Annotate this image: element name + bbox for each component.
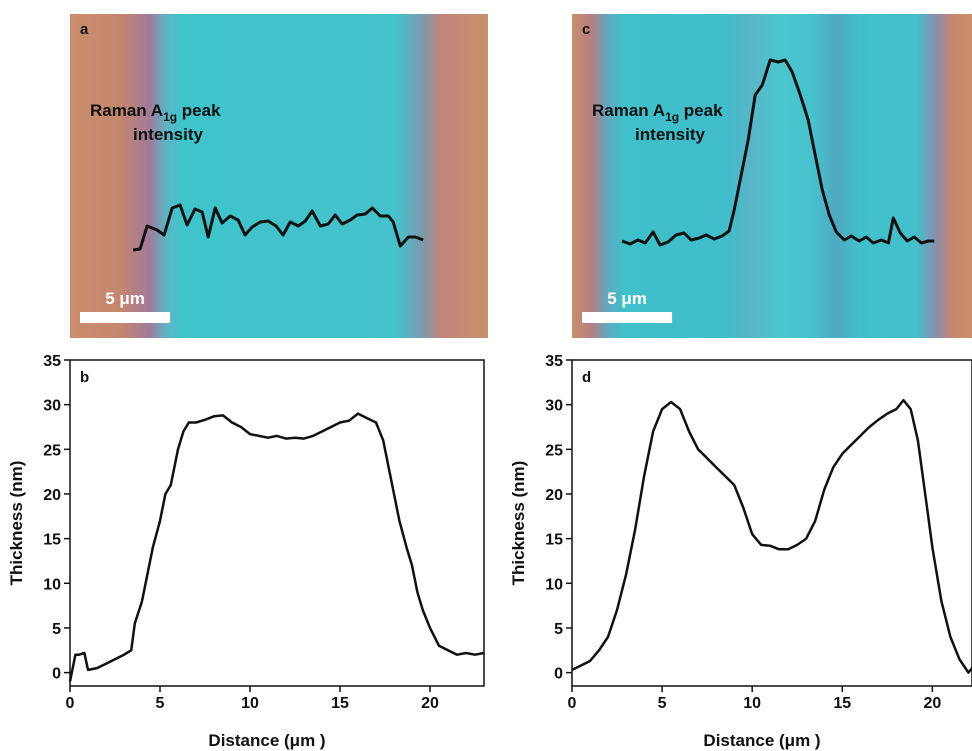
x-tick-label: 10: [241, 695, 259, 712]
thickness-profile: [68, 412, 485, 682]
x-tick-label: 15: [331, 695, 349, 712]
y-tick-label: 5: [554, 621, 563, 638]
annotation-line2: intensity: [635, 125, 705, 144]
y-tick-label: 30: [43, 398, 61, 415]
raman-profile: [132, 203, 424, 252]
x-tick-label: 5: [658, 695, 667, 712]
y-tick-label: 0: [554, 666, 563, 683]
annotation-line2: intensity: [133, 125, 203, 144]
optical-image: [572, 14, 972, 338]
y-tick-label: 30: [545, 398, 563, 415]
panel-label: b: [80, 369, 89, 386]
y-tick-label: 5: [52, 621, 61, 638]
x-tick-label: 10: [743, 695, 761, 712]
y-axis-label: Thickness (nm): [7, 461, 26, 586]
scale-bar: [80, 312, 171, 323]
annotation: Raman A1g peak: [592, 101, 723, 124]
annotation-text: Raman A: [90, 101, 163, 120]
y-axis-label: Thickness (nm): [509, 461, 528, 586]
x-axis-label: Distance (μm ): [703, 731, 820, 750]
optical-image: [70, 14, 488, 338]
x-tick-label: 20: [421, 695, 439, 712]
x-tick-label: 0: [568, 695, 577, 712]
thickness-profile: [571, 398, 972, 674]
annotation-text: peak: [679, 101, 723, 120]
y-tick-label: 15: [43, 532, 61, 549]
x-tick-label: 20: [923, 695, 941, 712]
x-tick-label: 5: [156, 695, 165, 712]
x-axis-label: Distance (μm ): [208, 731, 325, 750]
plot-frame: [571, 359, 972, 687]
panel-label: a: [80, 21, 89, 38]
y-tick-label: 15: [545, 532, 563, 549]
y-tick-label: 0: [52, 666, 61, 683]
annotation-subscript: 1g: [665, 110, 679, 124]
x-tick-label: 15: [833, 695, 851, 712]
y-tick-label: 20: [545, 487, 563, 504]
y-tick-label: 10: [545, 576, 563, 593]
y-tick-label: 20: [43, 487, 61, 504]
scale-bar: [582, 312, 673, 323]
scale-bar-label: 5 μm: [105, 289, 145, 308]
scale-bar-label: 5 μm: [607, 289, 647, 308]
y-tick-label: 25: [43, 442, 61, 459]
annotation-text: Raman A: [592, 101, 665, 120]
x-tick-label: 0: [66, 695, 75, 712]
annotation-subscript: 1g: [163, 110, 177, 124]
y-tick-label: 25: [545, 442, 563, 459]
y-tick-label: 35: [545, 353, 563, 370]
y-tick-label: 35: [43, 353, 61, 370]
annotation: Raman A1g peak: [90, 101, 221, 124]
y-tick-label: 10: [43, 576, 61, 593]
raman-profile: [621, 58, 935, 247]
plot-frame: [69, 359, 485, 687]
panel-label: c: [582, 21, 590, 38]
panel-label: d: [582, 369, 591, 386]
annotation-text: peak: [177, 101, 221, 120]
